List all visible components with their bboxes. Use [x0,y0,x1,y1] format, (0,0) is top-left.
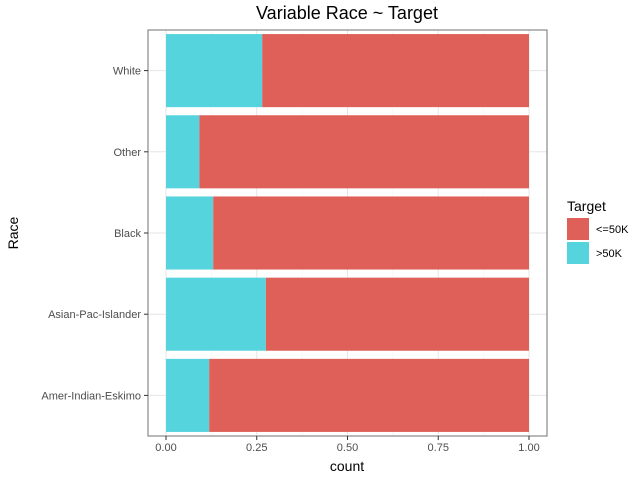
legend-label: >50K [596,248,623,260]
bar-amer-indian-eskimo-gt50k [166,358,210,432]
bar-asian-pac-islander-le50k [265,277,529,351]
x-axis: 0.00 0.25 0.50 0.75 1.00 [155,436,540,454]
chart-title: Variable Race ~ Target [256,3,438,23]
bars [166,34,529,432]
bar-amer-indian-eskimo-le50k [209,358,529,432]
y-axis: Amer-Indian-Eskimo Asian-Pac-Islander Blac… [41,66,148,402]
y-tick-label: Asian-Pac-Islander [48,309,141,321]
legend-key [567,218,589,240]
bar-white-le50k [262,34,529,108]
bar-other-gt50k [166,115,200,189]
legend-title: Target [567,198,606,214]
bar-other-le50k [199,115,529,189]
bar-asian-pac-islander-gt50k [166,277,266,351]
x-tick-label: 0.25 [246,442,267,454]
y-tick-label: White [113,66,141,78]
bar-black-gt50k [166,196,214,270]
y-axis-title: Race [5,216,21,249]
x-axis-title: count [330,458,364,474]
y-tick-label: Other [113,147,141,159]
y-tick-label: Black [114,228,141,240]
y-tick-label: Amer-Indian-Eskimo [41,390,141,402]
legend-label: <=50K [596,224,629,236]
bar-white-gt50k [166,34,263,108]
bar-black-le50k [213,196,529,270]
x-tick-label: 0.50 [337,442,358,454]
x-tick-label: 0.75 [428,442,449,454]
x-tick-label: 1.00 [518,442,539,454]
legend-key [567,242,589,264]
legend: Target <=50K >50K [567,198,629,264]
x-tick-label: 0.00 [155,442,176,454]
